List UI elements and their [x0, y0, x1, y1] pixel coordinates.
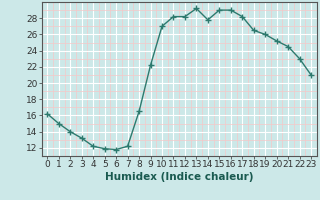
X-axis label: Humidex (Indice chaleur): Humidex (Indice chaleur)	[105, 172, 253, 182]
